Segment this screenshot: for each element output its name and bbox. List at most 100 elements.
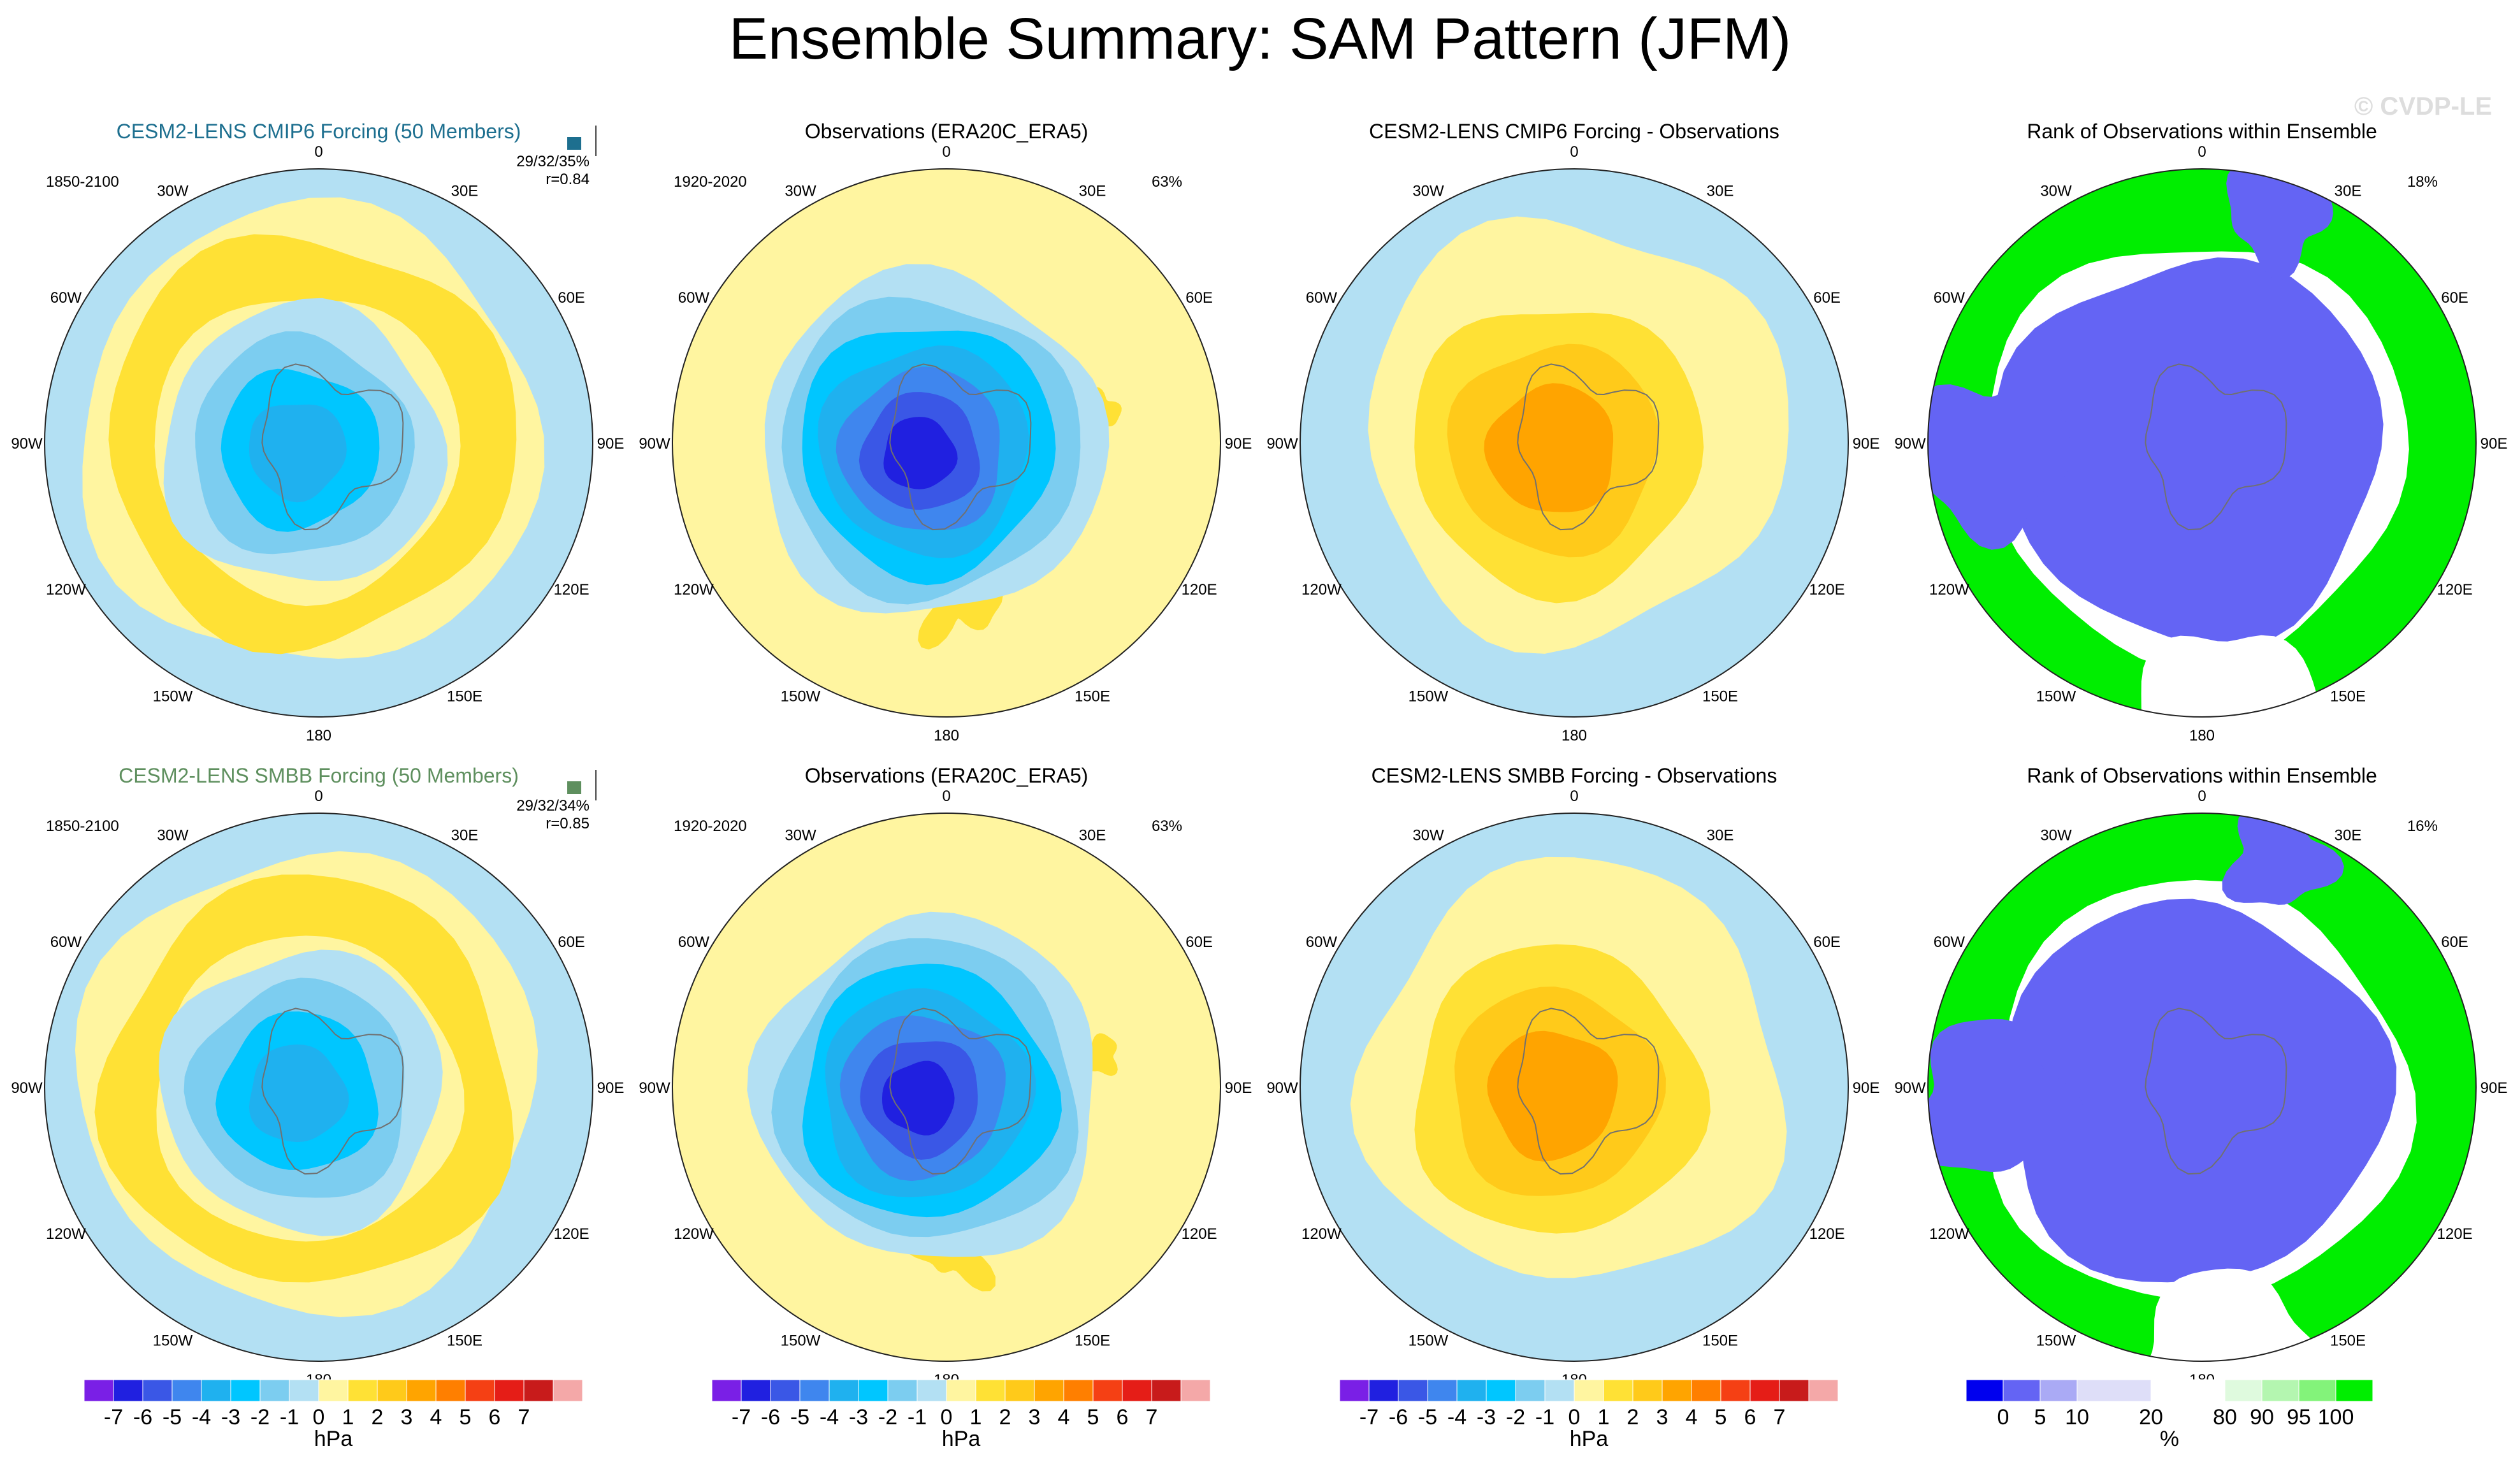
meridian-label: 150W xyxy=(153,688,193,705)
meridian-label: 0 xyxy=(1570,788,1578,805)
antarctica-coastline xyxy=(1517,363,1660,531)
colorbar-swatch xyxy=(829,1379,859,1402)
period-label: 1850-2100 xyxy=(46,173,119,191)
colorbar-unit: hPa xyxy=(314,1427,353,1451)
rank-low-patch-west xyxy=(1928,384,2073,550)
map-frame xyxy=(672,168,1221,718)
colorbar-unit: hPa xyxy=(942,1427,981,1451)
colorbar-swatch xyxy=(1004,1379,1035,1402)
colorbar-swatch xyxy=(259,1379,290,1402)
map-panel-model-cmip6: 0 30E 60E 90E 120E 150E 180 150W 120W 90W 60W 30W CE… xyxy=(11,120,624,744)
colorbar-swatch xyxy=(1486,1379,1516,1402)
colorbar-swatch xyxy=(1691,1379,1721,1402)
rank-low-patch-west xyxy=(1928,1019,2085,1173)
colorbar-tick: 5 xyxy=(1715,1405,1727,1429)
meridian-label: 0 xyxy=(314,788,322,805)
antarctica-coastline xyxy=(1517,1008,1660,1175)
colorbar-tick: -4 xyxy=(192,1405,211,1429)
colorbar-swatch xyxy=(1544,1379,1575,1402)
colorbar-swatch xyxy=(1063,1379,1094,1402)
meridian-label: 90E xyxy=(1225,435,1252,452)
meridian-label: 30W xyxy=(157,827,189,844)
contour-level xyxy=(249,1044,349,1143)
antarctica-coastline xyxy=(261,363,404,531)
colorbar-swatch xyxy=(946,1379,976,1402)
meridian-label: 90E xyxy=(2480,1080,2508,1097)
colorbar-tick: 4 xyxy=(1058,1405,1070,1429)
antarctica-coastline xyxy=(2145,363,2287,531)
field-obs-1 xyxy=(672,169,1220,717)
colorbar-tick: 4 xyxy=(430,1405,442,1429)
meridian-label: 60E xyxy=(1185,934,1213,951)
meridian-label: 150E xyxy=(447,688,482,705)
meridian-label: 0 xyxy=(314,143,322,161)
panel-title: CESM2-LENS SMBB Forcing - Observations xyxy=(1372,764,1778,787)
antarctica-coastline xyxy=(889,363,1032,531)
colorbar-tick: 3 xyxy=(401,1405,413,1429)
meridian-label: 60E xyxy=(2441,934,2468,951)
meridian-label: 90E xyxy=(1853,435,1880,452)
meridian-label: 90W xyxy=(1894,435,1926,452)
colorbar-tick: -1 xyxy=(280,1405,299,1429)
colorbar-swatch xyxy=(1603,1379,1633,1402)
colorbar-swatch xyxy=(1151,1379,1182,1402)
colorbar-swatch xyxy=(171,1379,202,1402)
colorbar-swatch xyxy=(1966,1379,2004,1402)
colorbar-swatch xyxy=(347,1379,378,1402)
meridian-label: 120W xyxy=(674,1225,714,1243)
map-frame xyxy=(1927,168,2477,718)
meridian-label: 60W xyxy=(1306,934,1338,951)
colorbar-swatch xyxy=(2039,1379,2078,1402)
colorbar-tick: 3 xyxy=(1656,1405,1669,1429)
percent-label: 63% xyxy=(1152,173,1182,191)
colorbar-swatch xyxy=(1427,1379,1458,1402)
colorbar-swatch xyxy=(1515,1379,1546,1402)
colorbar-tick: -5 xyxy=(163,1405,182,1429)
colorbar-swatch xyxy=(1456,1379,1487,1402)
meridian-label: 120E xyxy=(1182,1225,1217,1243)
colorbar-tick: -5 xyxy=(790,1405,809,1429)
pattern-correlation: r=0.85 xyxy=(546,815,590,832)
colorbar-tick: 0 xyxy=(1568,1405,1581,1429)
meridian-label: 120E xyxy=(1182,581,1217,598)
contour-level xyxy=(882,1060,955,1136)
colorbar-swatch xyxy=(1662,1379,1692,1402)
meridian-label: 0 xyxy=(2198,143,2206,161)
colorbar-tick: 80 xyxy=(2213,1405,2237,1429)
rank-colorbar: 0 5 10 20 80 90 95 100% xyxy=(1966,1379,2373,1451)
colorbar-swatch xyxy=(2150,1379,2226,1402)
field-model-smbb xyxy=(45,813,593,1361)
colorbar-swatch xyxy=(465,1379,495,1402)
colorbar-tick: 0 xyxy=(941,1405,953,1429)
meridian-label: 60E xyxy=(1185,289,1213,307)
colorbar-tick: 2 xyxy=(999,1405,1011,1429)
meridian-label: 60W xyxy=(678,289,710,307)
meridian-label: 90E xyxy=(597,1080,625,1097)
meridian-label: 120W xyxy=(1929,581,1969,598)
colorbar-tick: 0 xyxy=(313,1405,325,1429)
anomaly-colorbar: -7 -6 -5 -4 -3 -2 -1 0 1 2 3 4 5 6 7 hPa xyxy=(711,1379,1211,1451)
colorbar-swatch xyxy=(1749,1379,1780,1402)
meridian-label: 150E xyxy=(1075,1333,1110,1350)
meridian-label: 90E xyxy=(2480,435,2508,452)
variance-stats: 29/32/35% xyxy=(516,153,590,170)
meridian-label: 30E xyxy=(1707,827,1734,844)
meridian-label: 60W xyxy=(50,289,82,307)
meridian-label: 30W xyxy=(785,827,816,844)
colorbar-swatch xyxy=(1092,1379,1123,1402)
colorbar-tick: -2 xyxy=(878,1405,897,1429)
map-panel-diff-cmip6: 0 30E 60E 90E 120E 150E 180 150W 120W 90W 60W 30W CE… xyxy=(1266,120,1879,744)
colorbar-tick: -2 xyxy=(1506,1405,1525,1429)
colorbar-tick: 5 xyxy=(2034,1405,2046,1429)
panel-title: CESM2-LENS CMIP6 Forcing - Observations xyxy=(1369,120,1779,143)
colorbar-tick: 3 xyxy=(1029,1405,1041,1429)
map-frame xyxy=(44,168,593,718)
colorbar-swatch xyxy=(1398,1379,1428,1402)
meridian-label: 30E xyxy=(2335,827,2362,844)
colorbar-swatch xyxy=(201,1379,231,1402)
map-frame xyxy=(1927,813,2477,1362)
colorbar-swatch xyxy=(2261,1379,2299,1402)
colorbar-swatch xyxy=(1034,1379,1064,1402)
colorbar-tick: -4 xyxy=(820,1405,839,1429)
colorbar-tick: -3 xyxy=(221,1405,240,1429)
